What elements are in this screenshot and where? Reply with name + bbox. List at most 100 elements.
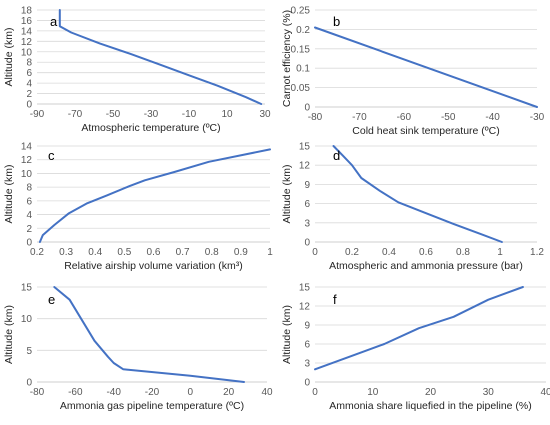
y-tick-label: 3 [304,218,310,229]
panel-letter: e [48,292,55,307]
x-axis-label: Atmospheric temperature (ºC) [81,122,220,134]
chart-panel-e: 0 5 10 15 -80 -60 -40 -20 0 20 40 Ammonia gas pipel… [3,283,273,413]
panel-letter: b [333,14,340,29]
series-line [38,148,271,243]
y-tick-label: 2 [26,89,32,100]
x-tick-label: 1 [267,247,273,258]
x-tick-label: 0 [188,387,194,398]
x-tick-label: 0.6 [419,247,433,258]
y-tick-label: 16 [21,16,33,27]
x-tick-label: 0.7 [176,247,190,258]
series-line [314,26,538,108]
x-tick-label: 0.5 [117,247,131,258]
y-tick-label: 0 [304,238,310,249]
x-tick-label: -80 [308,112,323,123]
x-axis-label: Ammonia share liquefied in the pipeline … [329,400,532,412]
panel-letter: f [333,292,337,307]
y-tick-label: 6 [304,199,310,210]
x-tick-label: 0.6 [147,247,161,258]
x-tick-label: -60 [68,387,83,398]
x-tick-label: -40 [106,387,121,398]
y-tick-label: 15 [299,142,311,153]
y-tick-label: 0 [304,378,310,389]
chart-panel-b: 0 0.05 0.1 0.15 0.2 0.25 -80 -70 -60 -50 -40 -30 Col… [281,6,545,138]
y-tick-label: 4 [26,210,32,221]
series-line [314,286,524,371]
x-tick-label: 40 [261,387,273,398]
x-tick-label: -20 [145,387,160,398]
y-axis-label: Altitude (km) [281,165,293,224]
x-axis-label: Ammonia gas pipeline temperature (ºC) [60,400,244,412]
x-tick-label: 1 [497,247,503,258]
x-tick-label: -90 [30,109,45,120]
y-tick-label: 9 [304,321,310,332]
series-line [332,145,503,243]
y-tick-label: 5 [26,346,32,357]
y-tick-label: 0 [26,100,32,111]
x-tick-label: 0.2 [345,247,359,258]
x-tick-label: -40 [485,112,500,123]
y-tick-label: 0.2 [296,25,310,36]
x-tick-label: 0.8 [205,247,219,258]
x-tick-label: -70 [68,109,83,120]
y-tick-label: 0.05 [291,83,311,94]
x-tick-label: 1.2 [530,247,544,258]
x-tick-label: 10 [367,387,379,398]
x-tick-label: 30 [259,109,271,120]
x-tick-label: -30 [530,112,545,123]
y-tick-label: 0.1 [296,64,310,75]
x-axis-label: Atmospheric and ammonia pressure (bar) [329,260,523,272]
x-tick-label: 30 [483,387,495,398]
y-tick-label: 12 [299,302,311,313]
x-tick-label: -10 [182,109,197,120]
y-tick-label: 8 [26,183,32,194]
y-tick-label: 0.25 [291,6,311,17]
y-tick-label: 9 [304,180,310,191]
x-tick-label: 40 [540,387,550,398]
y-tick-label: 6 [26,196,32,207]
y-axis-label: Altitude (km) [281,305,293,364]
y-axis-label: Altitude (km) [3,165,15,224]
x-tick-label: 0 [312,387,318,398]
y-tick-label: 10 [21,169,33,180]
x-tick-label: 0.2 [30,247,44,258]
y-tick-label: 14 [21,26,33,37]
x-tick-label: 20 [223,387,235,398]
y-tick-label: 12 [299,161,311,172]
x-tick-label: 0 [312,247,318,258]
chart-panel-d: 0 3 6 9 12 15 0 0.2 0.4 0.6 0.8 1 1.2 Atmospheric and… [281,142,544,273]
series-line [53,286,245,383]
x-tick-label: -60 [397,112,412,123]
y-tick-label: 6 [304,340,310,351]
y-tick-label: 8 [26,58,32,69]
y-tick-label: 2 [26,224,32,235]
x-tick-label: -50 [106,109,121,120]
x-axis-label: Relative airship volume variation (km³) [64,260,243,272]
y-tick-label: 15 [299,283,311,294]
series-line [58,9,263,105]
y-axis-label: Carnot efficiency (%) [281,10,293,107]
x-tick-label: 0.4 [88,247,102,258]
y-tick-label: 6 [26,68,32,79]
x-tick-label: -80 [30,387,45,398]
y-tick-label: 4 [26,79,32,90]
y-tick-label: 15 [21,283,33,294]
y-tick-label: 0 [26,238,32,249]
x-axis-label: Cold heat sink temperature (ºC) [352,125,499,137]
x-tick-label: 0.3 [59,247,73,258]
y-tick-label: 12 [21,155,33,166]
chart-panel-f: 0 3 6 9 12 15 0 10 20 30 40 Ammonia share liquefied… [281,283,550,413]
panel-letter: c [48,148,55,163]
y-tick-label: 18 [21,6,33,17]
y-tick-label: 10 [21,47,33,58]
y-tick-label: 0.15 [291,44,311,55]
y-axis-label: Altitude (km) [3,305,15,364]
x-tick-label: -50 [441,112,456,123]
x-tick-label: 0.4 [382,247,396,258]
x-tick-label: 0.8 [456,247,470,258]
y-tick-label: 12 [21,37,33,48]
x-tick-label: 10 [221,109,233,120]
y-tick-label: 0 [26,378,32,389]
